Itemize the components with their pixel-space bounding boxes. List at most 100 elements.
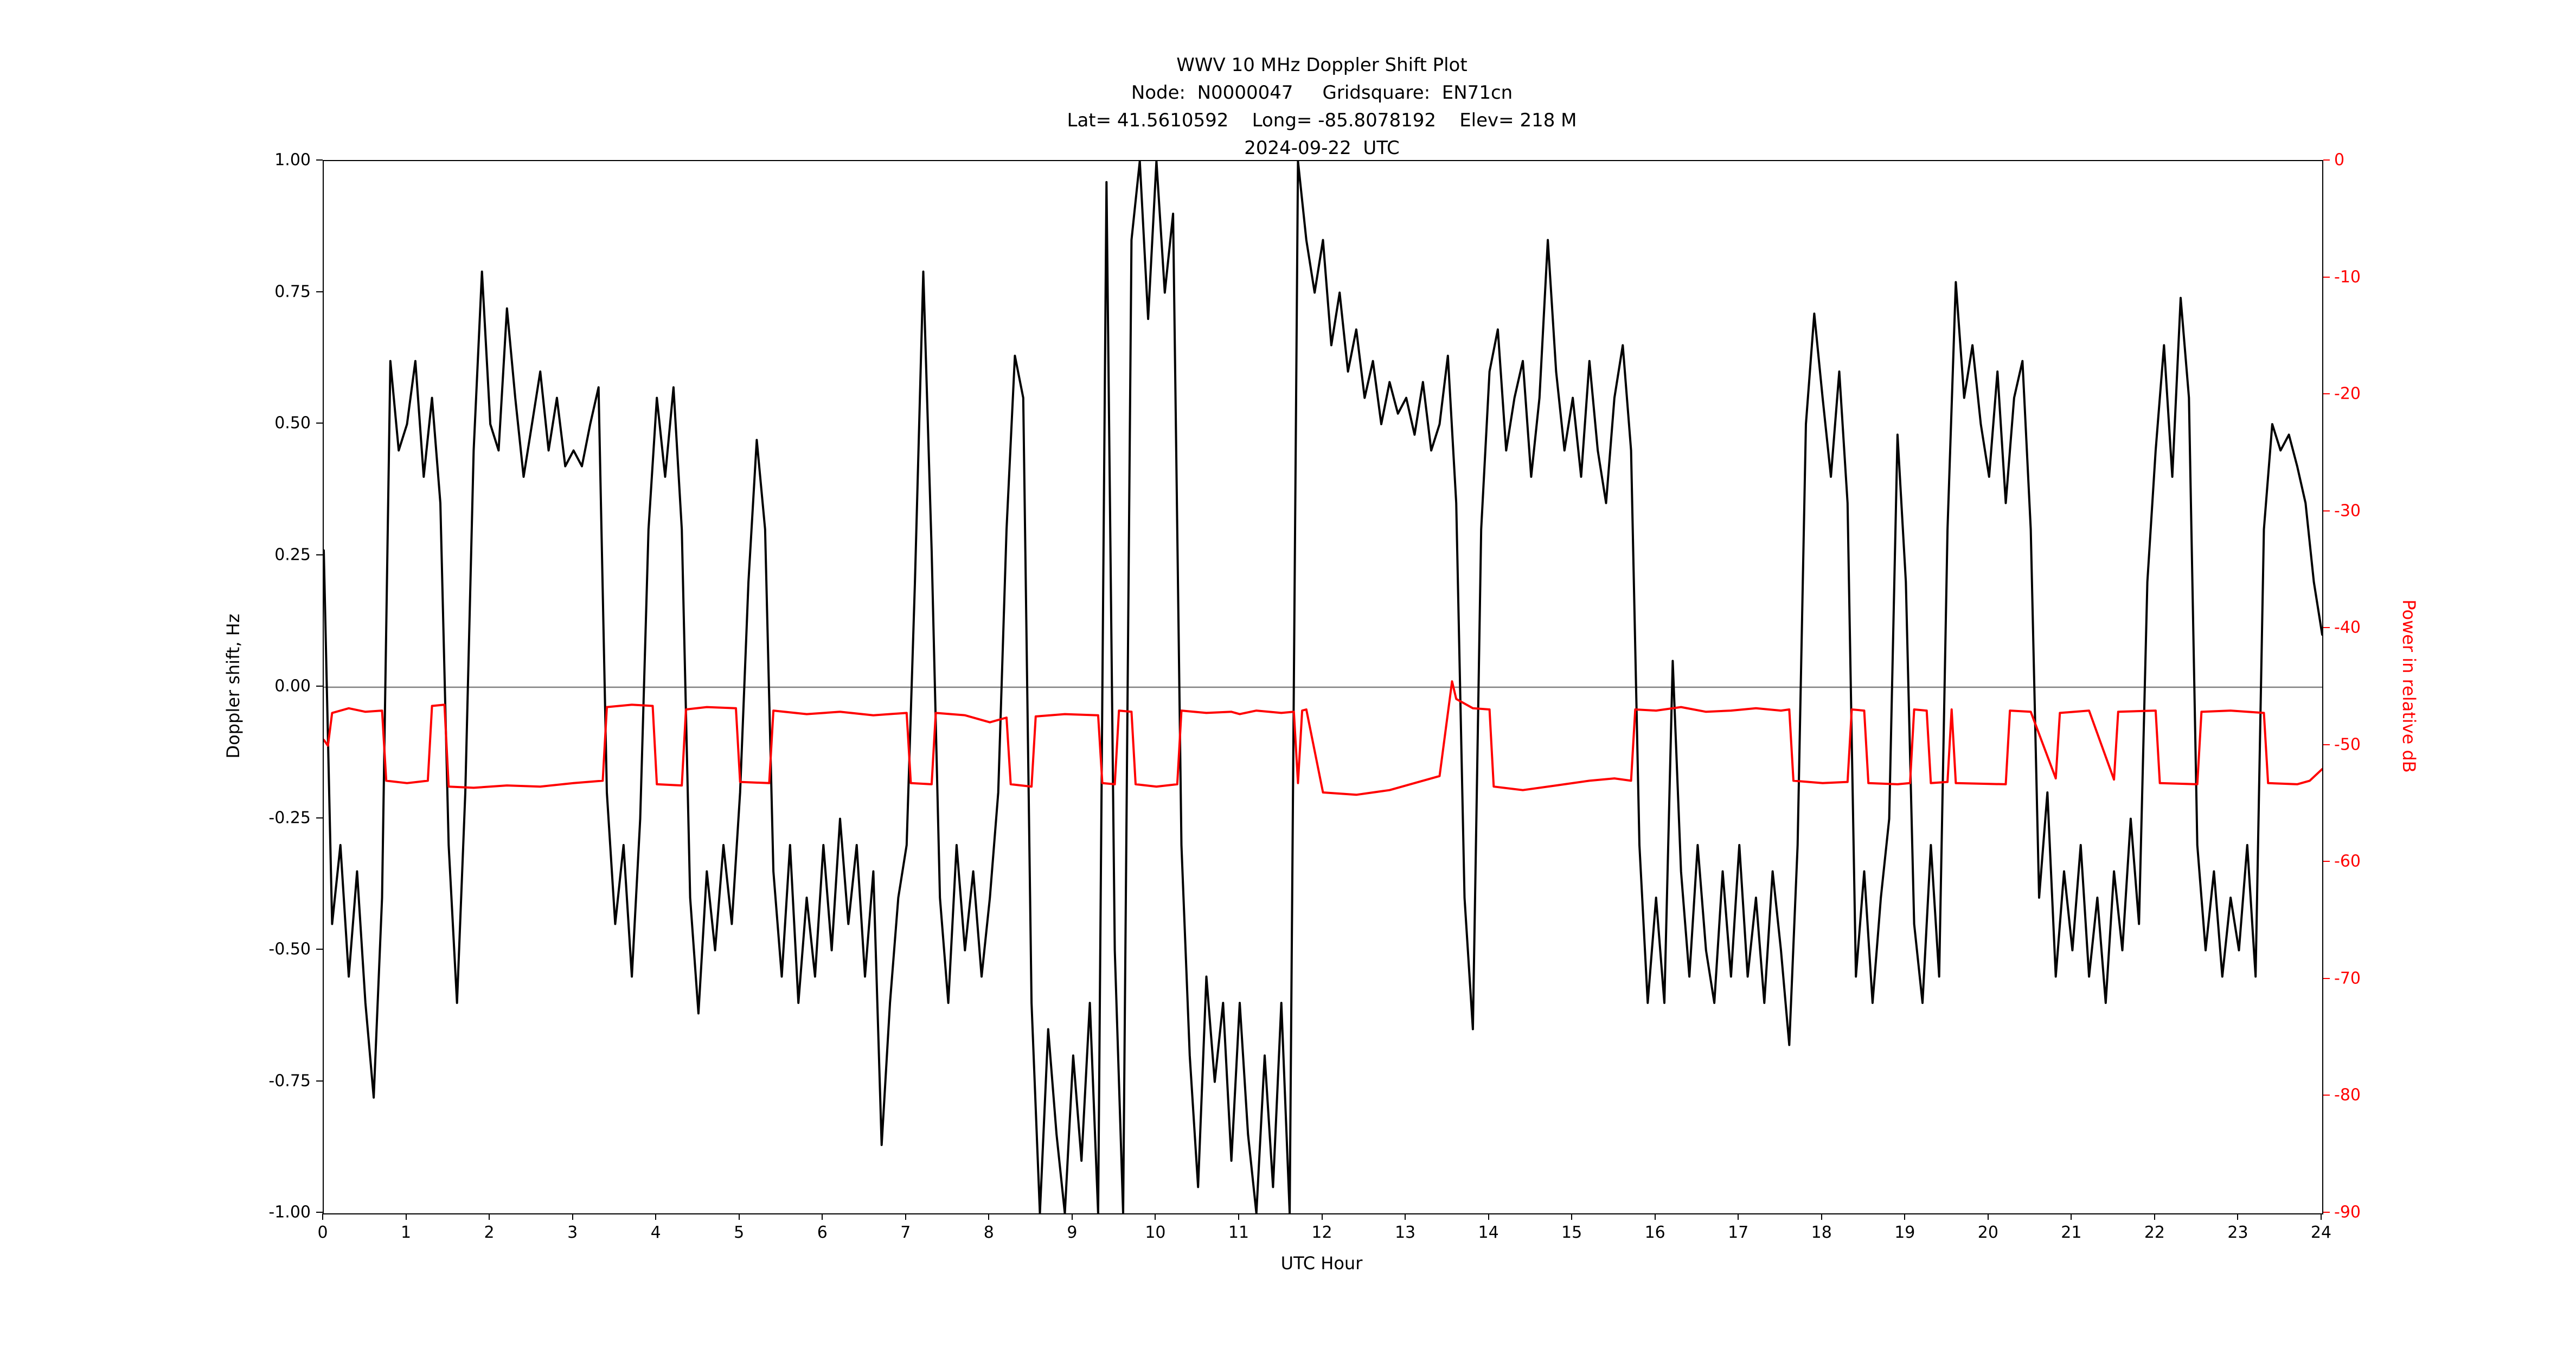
left-y-tick-label: -0.50 [268,939,311,959]
x-tick-label: 4 [650,1223,661,1242]
right-y-tick-mark [2323,1212,2330,1213]
x-tick-mark [1738,1213,1739,1220]
left-y-tick-mark [316,949,323,950]
chart-subtitle-location: Lat= 41.5610592 Long= -85.8078192 Elev= … [1067,110,1577,131]
x-tick-mark [1155,1213,1156,1220]
x-axis-label: UTC Hour [1280,1253,1363,1274]
x-tick-mark [1238,1213,1239,1220]
right-y-tick-mark [2323,744,2330,745]
x-tick-mark [655,1213,657,1220]
x-tick-mark [905,1213,906,1220]
x-tick-label: 9 [1067,1223,1078,1242]
x-tick-mark [2071,1213,2072,1220]
x-tick-mark [1571,1213,1573,1220]
x-tick-label: 21 [2061,1223,2082,1242]
x-tick-mark [405,1213,407,1220]
left-y-tick-mark [316,291,323,292]
right-y-tick-mark [2323,977,2330,979]
left-y-tick-mark [316,554,323,555]
x-tick-mark [1987,1213,1989,1220]
x-tick-label: 15 [1561,1223,1582,1242]
x-tick-mark [822,1213,823,1220]
x-tick-label: 10 [1145,1223,1166,1242]
x-tick-label: 1 [400,1223,412,1242]
x-tick-label: 22 [2144,1223,2165,1242]
x-tick-label: 11 [1228,1223,1249,1242]
x-tick-label: 7 [900,1223,911,1242]
left-y-tick-label: 0.25 [274,545,311,564]
x-tick-mark [1405,1213,1406,1220]
x-tick-label: 24 [2310,1223,2332,1242]
doppler_shift_hz-line [324,161,2322,1213]
x-tick-label: 14 [1478,1223,1499,1242]
right-y-tick-label: -90 [2334,1203,2361,1222]
x-tick-label: 16 [1644,1223,1665,1242]
x-tick-label: 6 [817,1223,828,1242]
x-tick-mark [572,1213,573,1220]
left-y-tick-mark [316,686,323,687]
x-tick-label: 17 [1728,1223,1749,1242]
x-tick-mark [2154,1213,2155,1220]
x-tick-label: 19 [1894,1223,1915,1242]
right-y-tick-label: -70 [2334,969,2361,988]
right-y-tick-mark [2323,393,2330,395]
chart-title: WWV 10 MHz Doppler Shift Plot [1176,54,1468,76]
right-y-tick-label: -10 [2334,267,2361,287]
x-tick-label: 2 [484,1223,495,1242]
right-y-tick-label: -40 [2334,618,2361,637]
right-y-axis-label: Power in relative dB [2399,599,2419,773]
left-y-tick-mark [316,159,323,161]
right-y-tick-label: 0 [2334,150,2345,170]
right-y-tick-mark [2323,627,2330,629]
x-tick-mark [738,1213,740,1220]
left-y-tick-mark [316,817,323,818]
plot-area [323,160,2323,1214]
right-y-tick-label: -60 [2334,852,2361,871]
x-tick-mark [489,1213,490,1220]
x-tick-mark [1321,1213,1323,1220]
x-tick-label: 23 [2227,1223,2248,1242]
x-tick-mark [1654,1213,1656,1220]
right-y-tick-label: -20 [2334,384,2361,404]
chart-subtitle-date: 2024-09-22 UTC [1244,137,1400,159]
x-tick-mark [1904,1213,1906,1220]
right-y-tick-label: -30 [2334,501,2361,521]
x-tick-mark [322,1213,323,1220]
x-tick-mark [1071,1213,1073,1220]
power_relative_db-line [324,680,2322,796]
x-tick-mark [988,1213,990,1220]
x-tick-mark [2321,1213,2322,1220]
chart-subtitle-node: Node: N0000047 Gridsquare: EN71cn [1131,82,1513,104]
left-y-tick-label: 1.00 [274,150,311,170]
left-y-tick-label: -1.00 [268,1203,311,1222]
x-tick-label: 20 [1977,1223,1998,1242]
left-y-tick-label: 0.50 [274,413,311,433]
plot-canvas [324,161,2322,1213]
x-tick-mark [1821,1213,1822,1220]
x-tick-label: 5 [734,1223,745,1242]
left-y-tick-mark [316,1080,323,1082]
chart-title-block: WWV 10 MHz Doppler Shift Plot Node: N000… [323,52,2321,162]
x-tick-label: 13 [1394,1223,1416,1242]
right-y-tick-mark [2323,159,2330,161]
right-y-tick-mark [2323,1095,2330,1096]
left-y-tick-label: -0.25 [268,808,311,827]
x-tick-label: 8 [983,1223,994,1242]
right-y-tick-mark [2323,510,2330,511]
x-tick-mark [1488,1213,1489,1220]
left-y-tick-label: -0.75 [268,1071,311,1090]
left-y-tick-mark [316,1212,323,1213]
x-tick-label: 18 [1811,1223,1832,1242]
right-y-tick-mark [2323,276,2330,278]
left-y-axis-label: Doppler shift, Hz [223,613,243,759]
left-y-tick-mark [316,423,323,424]
right-y-tick-label: -50 [2334,735,2361,754]
x-tick-label: 0 [317,1223,328,1242]
right-y-tick-label: -80 [2334,1085,2361,1105]
right-y-tick-mark [2323,861,2330,862]
left-y-tick-label: 0.00 [274,676,311,696]
x-tick-mark [2237,1213,2239,1220]
x-tick-label: 3 [567,1223,578,1242]
x-tick-label: 12 [1311,1223,1332,1242]
